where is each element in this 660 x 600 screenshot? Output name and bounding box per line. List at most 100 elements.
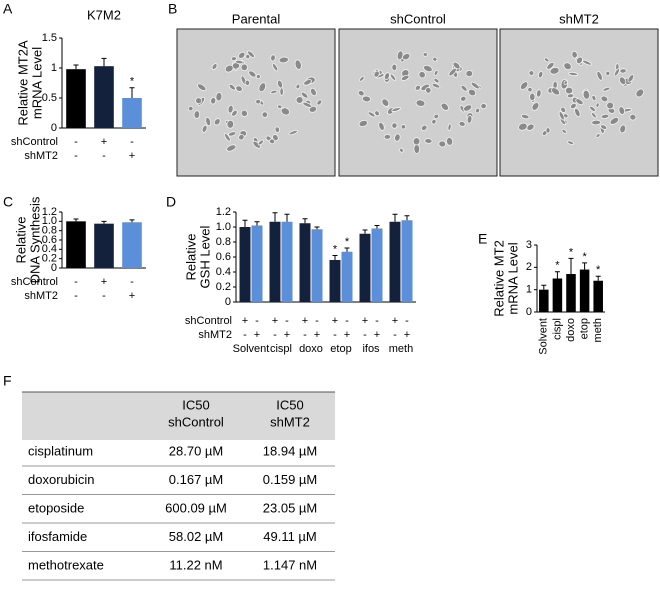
y-tick-label: 0.2 <box>42 253 57 265</box>
table-header: IC50 <box>276 397 303 412</box>
error-bar <box>73 64 79 70</box>
cell <box>545 127 551 134</box>
cell <box>362 95 371 103</box>
condition-sign: + <box>101 136 107 148</box>
bar <box>66 69 86 128</box>
bar <box>239 227 251 302</box>
cell <box>602 86 611 92</box>
cell <box>589 105 596 112</box>
cell <box>595 102 600 108</box>
error-bar <box>272 212 278 222</box>
cell <box>415 99 426 107</box>
cell <box>240 63 248 72</box>
error-bar <box>284 213 290 222</box>
cell <box>272 134 279 142</box>
cell <box>546 61 555 70</box>
cell <box>591 95 597 102</box>
condition-sign: + <box>272 315 278 327</box>
cell <box>193 110 201 119</box>
significance: * <box>555 260 560 272</box>
cell <box>561 128 567 134</box>
bar <box>269 221 281 302</box>
bar <box>311 229 323 302</box>
table-header: IC50 <box>182 397 209 412</box>
cell <box>605 70 611 76</box>
error-bar <box>595 275 601 281</box>
condition-sign: - <box>303 329 307 341</box>
cell <box>247 50 255 58</box>
cell <box>538 70 544 79</box>
cell <box>452 61 461 70</box>
cell <box>600 124 608 130</box>
cell <box>295 96 304 104</box>
y-tick-label: 1.2 <box>42 206 57 218</box>
table-cell: methotrexate <box>28 557 104 572</box>
cell <box>627 74 635 83</box>
table-cell: 28.70 µM <box>169 443 223 458</box>
y-axis-label: mRNA Level <box>505 242 520 314</box>
cell <box>258 82 267 93</box>
bar <box>579 269 590 312</box>
cell <box>268 138 276 145</box>
y-tick-label: 3 <box>526 239 532 251</box>
error-bar <box>73 218 79 222</box>
cell <box>529 92 536 102</box>
condition-label: shMT2 <box>24 290 58 302</box>
cell <box>272 63 279 72</box>
y-axis-label: Relative <box>13 217 28 264</box>
cell <box>448 67 457 77</box>
cell <box>575 98 584 106</box>
y-tick-label: 0.8 <box>216 236 231 248</box>
cell <box>295 83 301 90</box>
cell <box>424 138 433 144</box>
cell <box>205 116 212 127</box>
cell <box>521 113 530 120</box>
image-title: Parental <box>232 11 281 26</box>
condition-sign: - <box>130 276 134 288</box>
cell <box>433 113 440 119</box>
cell <box>413 143 421 154</box>
table-header-bg <box>22 392 335 440</box>
cell <box>302 101 313 108</box>
cell <box>244 79 251 86</box>
cell <box>383 72 390 81</box>
bar <box>329 260 341 302</box>
table-header: shMT2 <box>270 414 310 429</box>
condition-sign: - <box>243 329 247 341</box>
error-bar <box>362 229 368 234</box>
cell <box>316 99 323 106</box>
y-tick-label: 0.4 <box>42 243 57 255</box>
bar <box>566 274 576 312</box>
cell <box>432 56 438 62</box>
cell <box>358 119 368 127</box>
cell <box>619 124 627 134</box>
y-tick-label: 1 <box>51 62 57 74</box>
error-bar <box>332 255 338 260</box>
table-cell: 23.05 µM <box>263 500 317 515</box>
cell <box>519 81 529 90</box>
panel-label: A <box>3 1 13 17</box>
panel-label: B <box>168 1 177 17</box>
cell <box>374 110 380 117</box>
cell <box>359 76 365 82</box>
cell <box>228 83 236 91</box>
cell <box>619 68 627 74</box>
error-bar <box>242 219 248 227</box>
cell <box>609 117 620 125</box>
cell <box>463 104 473 112</box>
cell <box>526 123 535 131</box>
x-tick-label: ifos <box>362 343 380 355</box>
cell <box>536 89 542 98</box>
significance: * <box>596 264 601 276</box>
cell <box>188 105 194 112</box>
cell <box>575 56 583 64</box>
condition-sign: - <box>333 329 337 341</box>
cell <box>255 74 261 79</box>
cell <box>195 97 203 105</box>
chart-title: K7M2 <box>87 7 121 22</box>
x-tick-label: doxo <box>299 343 323 355</box>
table-header: shControl <box>168 414 224 429</box>
bar <box>359 233 371 302</box>
cell <box>551 87 561 96</box>
condition-label: shControl <box>11 276 58 288</box>
